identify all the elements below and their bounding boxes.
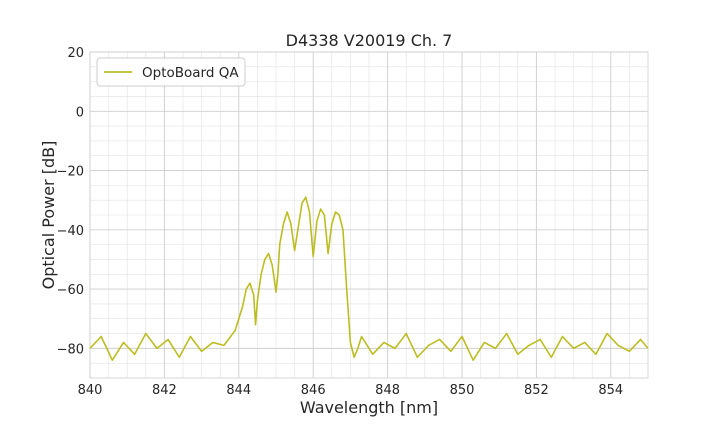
x-tick-label: 840 [78,383,103,398]
series-layer [89,196,649,362]
series-line-0 [89,196,649,362]
y-tick-label: −60 [57,283,84,298]
x-axis-label: Wavelength [nm] [300,398,438,417]
y-tick-label: −80 [57,342,84,357]
x-tick-label: 850 [450,383,475,398]
y-axis-label: Optical Power [dB] [39,141,58,290]
x-tick-label: 852 [524,383,549,398]
y-tick-label: −20 [57,165,84,180]
x-tick-label: 854 [598,383,623,398]
legend-label: OptoBoard QA [142,65,239,81]
y-tick-label: −40 [57,224,84,239]
x-tick-label: 846 [301,383,326,398]
y-tick-label: 20 [67,46,84,61]
x-tick-label: 842 [152,383,177,398]
chart-title: D4338 V20019 Ch. 7 [286,31,453,50]
x-axis-ticks: 840 842 844 846 848 850 852 854 [78,383,624,398]
y-axis-ticks: 20 0 −20 −40 −60 −80 [57,46,84,357]
legend: OptoBoard QA [96,57,246,87]
legend-box [96,57,246,87]
x-tick-label: 848 [375,383,400,398]
major-grid [89,51,648,378]
x-tick-label: 844 [226,383,251,398]
y-tick-label: 0 [76,105,84,120]
